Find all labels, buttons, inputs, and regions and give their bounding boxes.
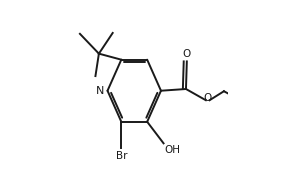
Text: O: O [203, 93, 211, 103]
Text: Br: Br [116, 151, 127, 161]
Text: N: N [96, 86, 105, 96]
Text: O: O [183, 49, 191, 59]
Text: OH: OH [164, 145, 180, 155]
